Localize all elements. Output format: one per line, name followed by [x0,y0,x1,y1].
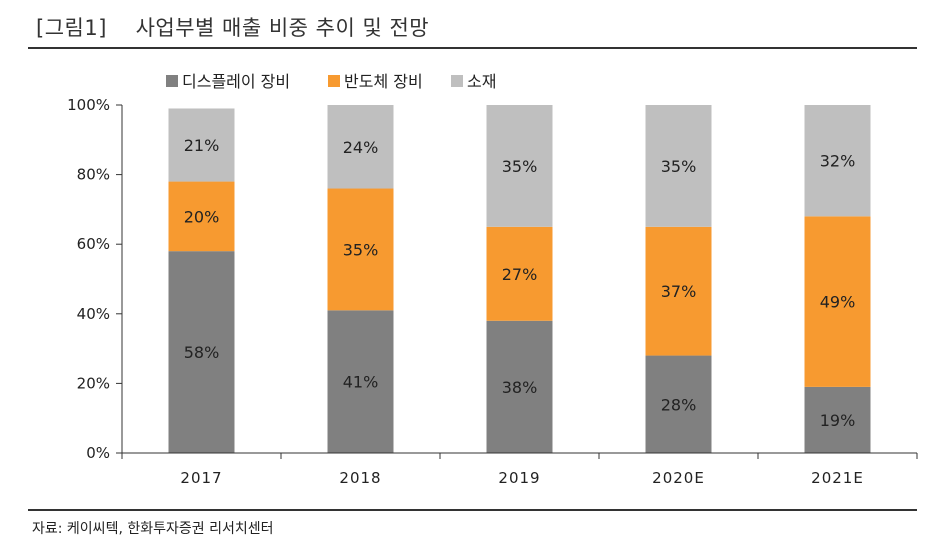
data-label: 24% [343,138,379,157]
x-tick-label: 2018 [339,469,381,487]
bar-segment [486,226,553,321]
bar-segment [804,386,871,453]
data-label: 27% [502,265,538,284]
y-tick-label: 100% [67,96,110,114]
legend-swatch [451,75,463,87]
figure-label: [그림1] [36,16,107,40]
x-axis: 2017 2018 2019 2020E 2021E [121,452,918,487]
legend-swatch [166,75,178,87]
bar-segment [168,251,235,453]
x-tick-label: 2020E [652,469,705,487]
bar-segment [486,320,553,453]
bars: 58% 20% 21% 41% 35% 24% 38% 27% 35% 28% 37% 35% 19% 4… [168,105,871,453]
bar-segment [645,355,712,453]
data-label: 37% [661,282,697,301]
legend-label: 소재 [467,72,496,91]
data-label: 19% [820,411,856,430]
legend-label: 디스플레이 장비 [182,72,290,91]
bottom-divider [28,509,917,511]
bar-segment [327,188,394,311]
x-tick-label: 2019 [498,469,540,487]
bar-segment [804,105,871,217]
data-label: 32% [820,152,856,171]
y-tick-label: 20% [77,374,110,392]
data-label: 35% [661,157,697,176]
top-divider [28,47,917,49]
data-label: 38% [502,378,538,397]
x-tick-label: 2021E [811,469,864,487]
figure-title: [그림1] 사업부별 매출 비중 추이 및 전망 [36,12,429,42]
data-label: 58% [184,343,220,362]
y-axis: 0% 20% 40% 60% 80% 100% [67,96,123,462]
x-tick-label: 2017 [180,469,222,487]
data-label: 21% [184,136,220,155]
data-label: 28% [661,395,697,414]
y-tick-label: 80% [77,166,110,184]
bar-segment [804,216,871,387]
data-label: 49% [820,293,856,312]
data-label: 20% [184,207,220,226]
y-tick-label: 40% [77,305,110,323]
data-label: 35% [502,157,538,176]
bar-segment [327,105,394,189]
bar-segment [168,181,235,252]
source-note: 자료: 케이씨텍, 한화투자증권 리서치센터 [32,521,274,537]
y-tick-label: 0% [86,444,110,462]
chart-title: 사업부별 매출 비중 추이 및 전망 [135,16,430,40]
data-label: 41% [343,373,379,392]
bar-segment [645,226,712,356]
bar-segment [168,108,235,182]
legend-swatch [328,75,340,87]
data-label: 35% [343,240,379,259]
bar-segment [327,310,394,453]
legend-label: 반도체 장비 [344,72,423,91]
bar-segment [645,105,712,227]
legend: 디스플레이 장비 반도체 장비 소재 [166,72,496,91]
bar-segment [486,105,553,227]
y-tick-label: 60% [77,235,110,253]
